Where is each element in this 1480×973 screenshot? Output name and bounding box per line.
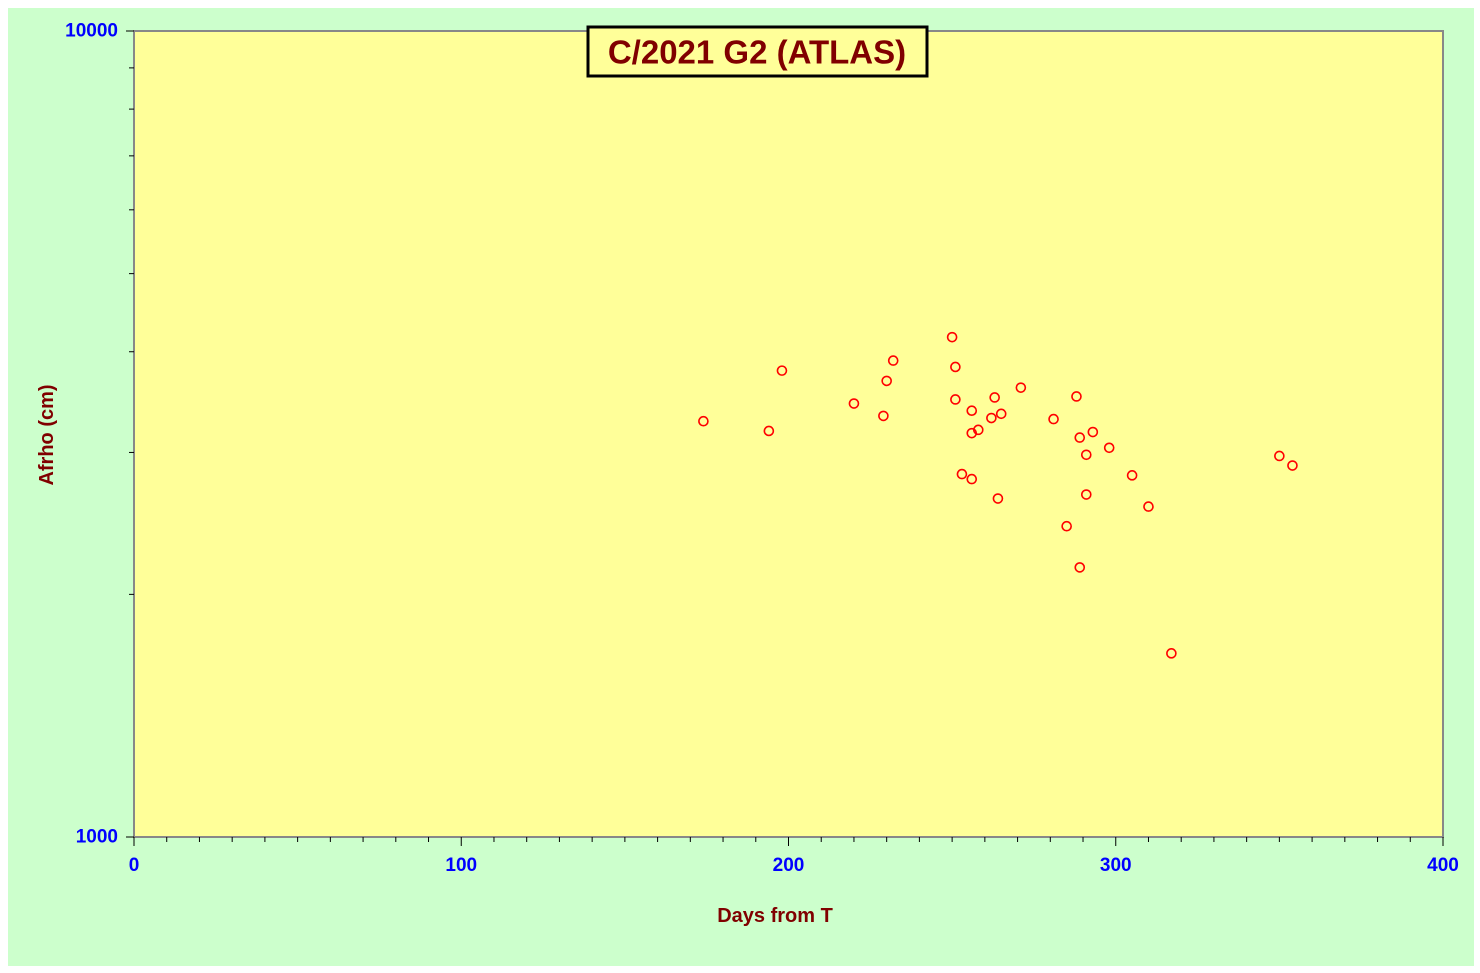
- data-point: [1074, 562, 1086, 573]
- data-point: [966, 405, 978, 416]
- data-point: [992, 493, 1004, 504]
- data-point: [1143, 501, 1154, 512]
- data-point: [1074, 432, 1086, 443]
- data-point: [881, 375, 892, 387]
- data-point: [1048, 413, 1059, 425]
- y-axis-title: Afrho (cm): [36, 384, 58, 485]
- data-point: [973, 424, 984, 436]
- data-point: [1087, 426, 1099, 438]
- data-point: [1166, 648, 1177, 659]
- data-point: [1071, 391, 1082, 402]
- data-point: [878, 410, 889, 422]
- data-point: [887, 355, 899, 366]
- x-tick-label: 300: [1100, 855, 1132, 876]
- data-point: [1080, 449, 1092, 461]
- data-point: [776, 365, 788, 376]
- x-tick-label: 100: [445, 855, 477, 876]
- data-point: [848, 398, 860, 409]
- x-tick-label: 0: [129, 855, 140, 876]
- x-tick-label: 200: [773, 855, 805, 876]
- y-tick-label: 1000: [76, 827, 118, 848]
- data-point: [1015, 382, 1027, 393]
- x-tick-label: 400: [1427, 855, 1459, 876]
- data-point: [989, 392, 1000, 403]
- y-tick-label: 10000: [65, 21, 118, 42]
- data-point: [1126, 470, 1138, 481]
- chart-title-box: C/2021 G2 (ATLAS): [586, 25, 929, 78]
- data-point: [1287, 460, 1298, 471]
- data-point: [956, 468, 968, 480]
- data-point: [1274, 450, 1285, 462]
- data-point: [966, 473, 978, 485]
- axis-ticks: [126, 30, 1444, 846]
- data-point: [950, 361, 961, 373]
- chart-title: C/2021 G2 (ATLAS): [608, 34, 906, 71]
- plot-area: [133, 30, 1444, 838]
- data-point: [763, 425, 775, 437]
- data-point: [698, 415, 709, 427]
- x-axis-title: Days from T: [717, 905, 833, 927]
- data-point: [995, 408, 1007, 420]
- data-point: [946, 331, 958, 343]
- data-point: [1080, 489, 1092, 500]
- tick-labels: 0 100 200 300 400 1000 10000: [65, 21, 1459, 877]
- data-point: [986, 412, 997, 424]
- data-point: [1103, 442, 1115, 454]
- data-point: [1061, 520, 1072, 532]
- data-points: [698, 331, 1298, 659]
- data-point: [950, 394, 961, 405]
